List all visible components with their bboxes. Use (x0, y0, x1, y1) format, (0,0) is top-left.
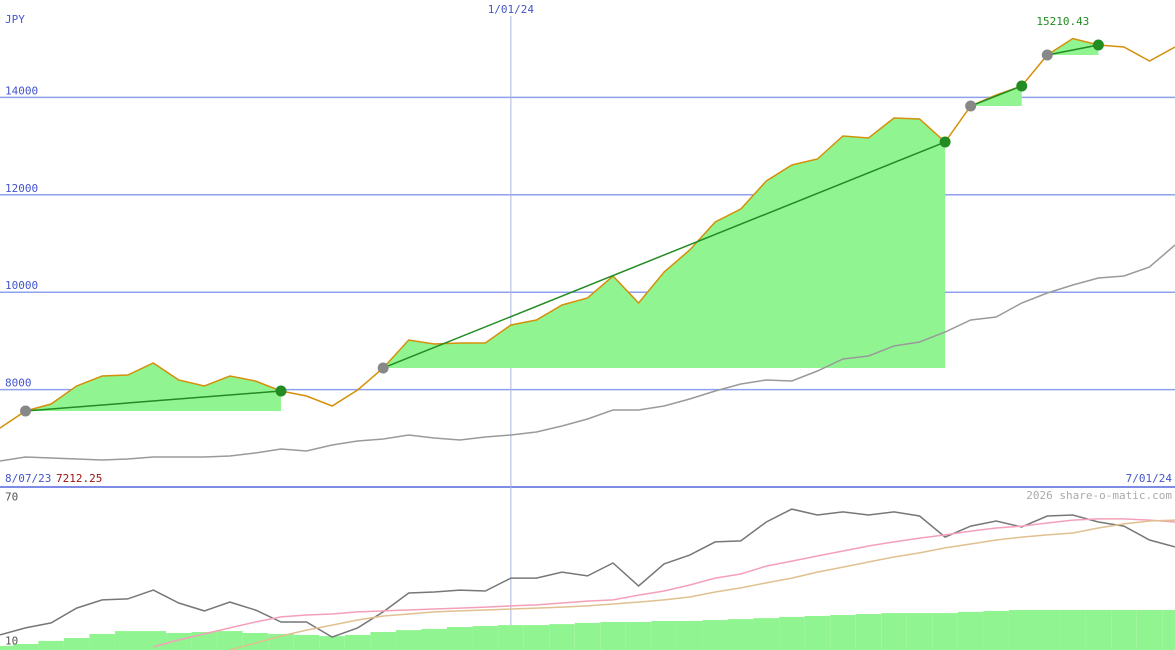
bar (983, 610, 1009, 650)
trend-end (1016, 80, 1028, 92)
bar (395, 630, 422, 650)
y-tick-label: 8000 (5, 377, 32, 390)
bar (89, 633, 115, 650)
bar (957, 611, 984, 650)
watermark: 2026 share-o-matic.com (1026, 489, 1172, 502)
bar (804, 615, 831, 650)
y-tick-label: 70 (5, 491, 18, 504)
bar (753, 618, 780, 650)
bar (549, 624, 575, 650)
trend-area (383, 118, 946, 368)
trend-line (970, 85, 1023, 107)
trend-end (939, 136, 951, 148)
trend-end (275, 385, 287, 397)
y-tick-label: 10000 (5, 279, 38, 292)
x-tick-label: 8/07/23 (5, 472, 51, 485)
bar (625, 621, 652, 650)
bar (498, 625, 524, 650)
bar (140, 631, 167, 650)
bar (1136, 609, 1163, 650)
bar (1060, 609, 1086, 650)
bar (319, 636, 345, 650)
trend-start (965, 100, 977, 112)
bar (1085, 609, 1112, 650)
bar (881, 613, 907, 650)
series-line (0, 244, 1175, 462)
bar (38, 640, 64, 650)
bar (830, 615, 856, 650)
bar (727, 619, 754, 650)
y-tick-label: 10 (5, 634, 18, 647)
trend-line (25, 390, 282, 412)
bar (932, 613, 958, 650)
bar (217, 631, 243, 650)
bar (1162, 609, 1175, 650)
bar (574, 622, 601, 650)
bar (447, 626, 473, 650)
bar (523, 625, 550, 650)
y-tick-label: 12000 (5, 182, 38, 195)
bar (421, 628, 448, 650)
trend-line (1047, 44, 1099, 56)
series-line (229, 519, 1175, 650)
x-tick-label: 7/01/24 (1126, 472, 1173, 485)
bar (1111, 609, 1137, 650)
bar (166, 632, 192, 650)
bar (600, 621, 626, 650)
bar (12, 644, 39, 650)
bars (0, 609, 1175, 650)
trend-end (1092, 39, 1104, 51)
bar (906, 613, 933, 650)
grid (0, 16, 1175, 625)
min-label: 7212.25 (56, 472, 102, 485)
labels: 8000 10000 12000 14000 8/07/23 1/01/24 7/01/24… (5, 3, 1172, 647)
bar (242, 632, 269, 650)
series-line (153, 518, 1175, 648)
bar (114, 631, 141, 650)
trend-area (1047, 38, 1099, 55)
trend-areas (25, 38, 1099, 411)
trend-start (1041, 49, 1053, 61)
bar (855, 614, 882, 650)
trend-start (377, 362, 389, 374)
bar (370, 632, 396, 650)
bar (651, 620, 677, 650)
trend-area (25, 363, 281, 411)
bar (191, 632, 218, 650)
bar (472, 626, 499, 650)
bar (702, 620, 728, 650)
trend-line (382, 141, 946, 369)
bar (344, 634, 371, 650)
y-tick-label: 14000 (5, 84, 38, 97)
bar (63, 638, 90, 650)
series-line (0, 508, 1175, 638)
bar (293, 634, 320, 650)
bar (1034, 609, 1061, 650)
bar (0, 645, 13, 650)
x-tick-label: 1/01/24 (488, 3, 535, 16)
bar (676, 620, 703, 650)
lines (0, 37, 1175, 650)
max-label: 15210.43 (1036, 15, 1089, 28)
trend-start (20, 405, 32, 417)
bar (1008, 609, 1035, 650)
unit-label: JPY (5, 13, 25, 26)
bar (779, 616, 805, 650)
